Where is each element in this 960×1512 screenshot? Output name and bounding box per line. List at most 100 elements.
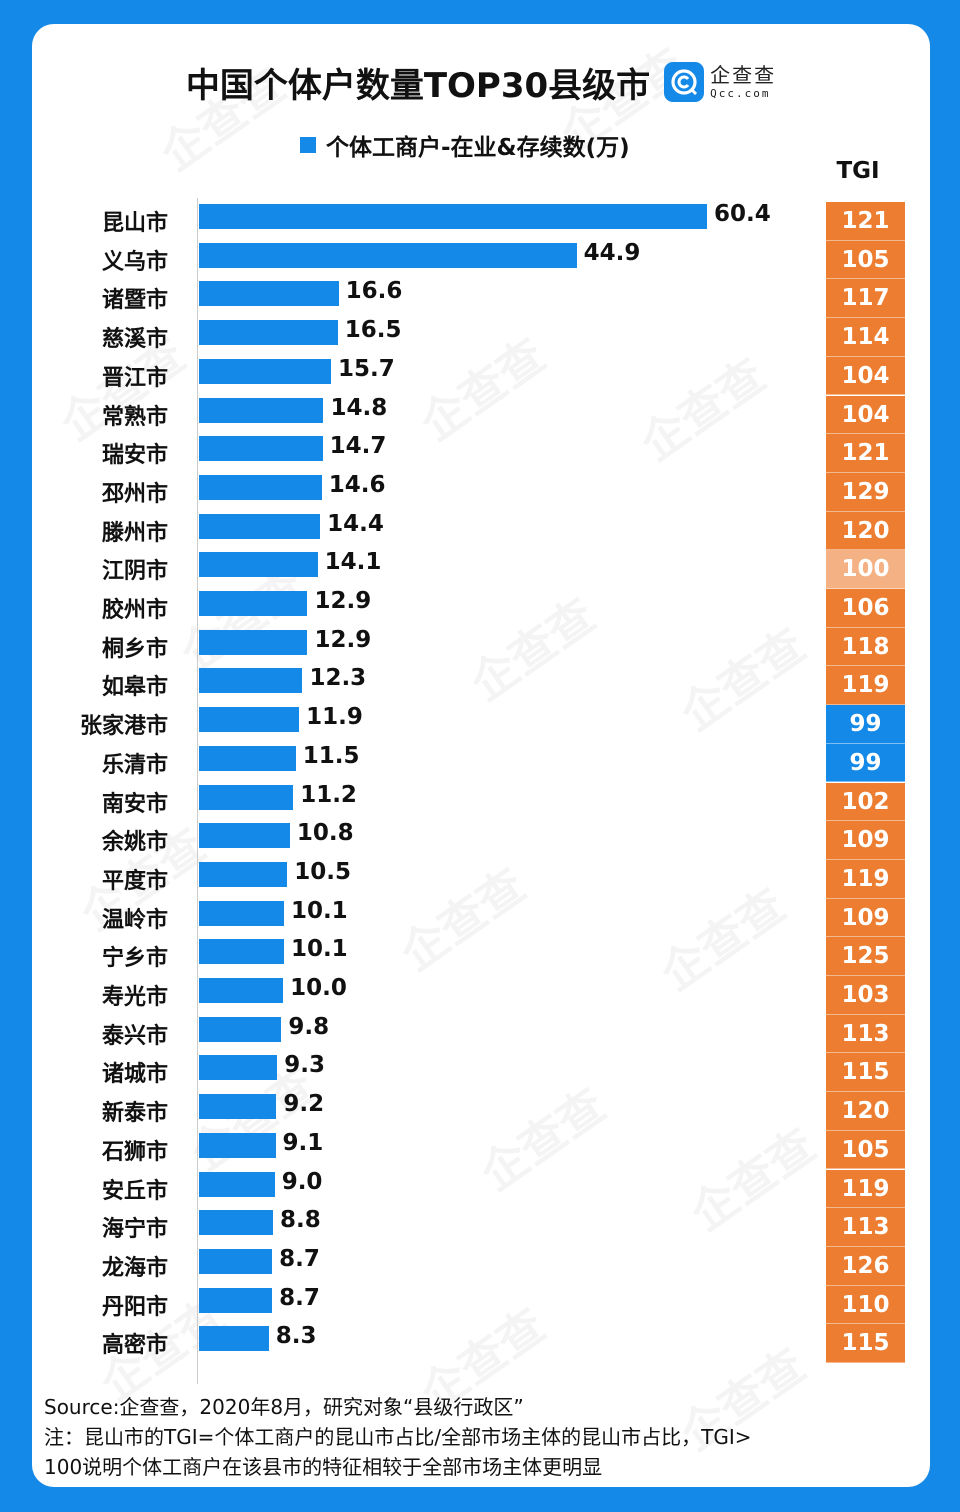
tgi-cell: 99 (826, 705, 905, 744)
bar-row: 江阴市 14.1 100 (32, 549, 930, 589)
tgi-column-header: TGI (836, 158, 880, 184)
bar-value-label: 12.9 (314, 626, 372, 653)
bar-row: 温岭市 10.1 109 (32, 898, 930, 938)
category-label: 高密市 (101, 1333, 168, 1359)
data-bar (199, 668, 303, 694)
chart-title: 中国个体户数量TOP30县级市 (185, 65, 651, 106)
chart-card: 企查查企查查企查查企查查企查查企查查企查查企查查企查查企查查企查查企查查企查查企… (32, 24, 930, 1487)
bar-row: 义乌市 44.9 105 (32, 240, 930, 280)
y-axis-line (197, 198, 198, 1384)
tgi-cell: 120 (826, 511, 905, 551)
footer: Source:企查查，2020年8月，研究对象“县级行政区” 注：昆山市的TGI… (44, 1392, 751, 1482)
tgi-cell: 104 (826, 356, 905, 396)
bar-row: 丹阳市 8.7 110 (32, 1285, 930, 1325)
bar-value-label: 10.0 (290, 975, 347, 1001)
data-bar (199, 1016, 282, 1042)
category-label: 平度市 (101, 868, 168, 894)
data-bar (199, 436, 323, 462)
bar-value-label: 60.4 (714, 201, 771, 227)
bar-row: 高密市 8.3 115 (32, 1323, 930, 1363)
tgi-cell: 114 (826, 318, 905, 357)
category-label: 安丘市 (101, 1178, 168, 1204)
category-label: 泰兴市 (101, 1023, 168, 1049)
category-label: 邳州市 (101, 481, 168, 507)
tgi-note-line2: 100说明个体工商户在该县市的特征相较于全部市场主体更明显 (44, 1455, 603, 1479)
tgi-cell: 109 (826, 898, 905, 938)
tgi-cell: 106 (826, 589, 905, 628)
category-label: 如皋市 (101, 675, 168, 701)
bar-row: 邳州市 14.6 129 (32, 471, 930, 512)
logo-en-text: Qcc.com (710, 87, 771, 100)
source-note: Source:企查查，2020年8月，研究对象“县级行政区” (44, 1395, 524, 1419)
tgi-cell: 119 (826, 859, 905, 899)
bar-value-label: 14.1 (324, 549, 382, 576)
data-bar (199, 591, 308, 616)
bar-value-label: 12.3 (309, 665, 367, 692)
tgi-cell: 103 (826, 976, 905, 1015)
qcc-logo-icon (664, 62, 705, 102)
bar-value-label: 16.5 (344, 317, 402, 344)
bar-row: 乐清市 11.5 99 (32, 743, 930, 783)
tgi-cell: 115 (826, 1324, 905, 1363)
data-bar (199, 1094, 277, 1120)
category-label: 温岭市 (101, 907, 168, 933)
data-bar (199, 204, 707, 229)
bar-row: 南安市 11.2 102 (32, 782, 930, 822)
tgi-cell: 115 (826, 1053, 905, 1093)
data-bar (199, 1171, 275, 1197)
category-label: 张家港市 (79, 714, 168, 740)
category-label: 诸城市 (101, 1062, 168, 1088)
bar-value-label: 14.7 (329, 433, 387, 460)
bar-row: 张家港市 11.9 99 (32, 704, 930, 744)
tgi-cell: 105 (826, 240, 905, 280)
data-bar (199, 1055, 278, 1081)
tgi-cell: 100 (826, 550, 905, 589)
category-label: 慈溪市 (101, 327, 168, 353)
bar-value-label: 10.5 (294, 858, 352, 885)
category-label: 石狮市 (101, 1139, 168, 1165)
category-label: 余姚市 (101, 830, 168, 856)
bar-row: 海宁市 8.8 113 (32, 1207, 930, 1247)
bar-value-label: 14.4 (327, 510, 384, 537)
bar-row: 平度市 10.5 119 (32, 858, 930, 899)
data-bar (199, 1132, 276, 1158)
category-label: 寿光市 (101, 985, 168, 1010)
tgi-note-line1: 注：昆山市的TGI=个体工商户的昆山市占比/全部市场主体的昆山市占比，TGI> (44, 1425, 752, 1449)
data-bar (199, 1287, 273, 1313)
data-bar (199, 900, 284, 926)
data-bar (199, 707, 300, 733)
bar-value-label: 8.3 (275, 1323, 317, 1350)
data-bar (199, 320, 338, 346)
bar-value-label: 9.1 (282, 1129, 324, 1156)
bar-row: 瑞安市 14.7 121 (32, 433, 930, 473)
data-bar (199, 861, 288, 887)
tgi-cell: 102 (826, 782, 905, 822)
tgi-cell: 121 (826, 202, 905, 241)
legend-label: 个体工商户-在业&存续数(万) (326, 135, 630, 161)
bar-row: 安丘市 9.0 119 (32, 1169, 930, 1209)
bar-row: 宁乡市 10.1 125 (32, 936, 930, 976)
category-label: 诸暨市 (101, 288, 168, 314)
bar-value-label: 10.8 (296, 820, 354, 847)
bar-row: 滕州市 14.4 120 (32, 510, 930, 551)
tgi-cell: 126 (826, 1246, 905, 1286)
bar-row: 新泰市 9.2 120 (32, 1091, 930, 1131)
bar-value-label: 16.6 (345, 278, 403, 305)
bar-row: 常熟市 14.8 104 (32, 394, 930, 435)
data-bar (199, 978, 284, 1003)
bar-row: 如皋市 12.3 119 (32, 665, 930, 706)
data-bar (199, 629, 308, 655)
bar-row: 泰兴市 9.8 113 (32, 1014, 930, 1054)
data-bar (199, 1210, 273, 1236)
bar-row: 胶州市 12.9 106 (32, 588, 930, 628)
tgi-cell: 118 (826, 627, 905, 667)
data-bar (199, 784, 294, 810)
bar-row: 桐乡市 12.9 118 (32, 626, 930, 667)
category-label: 宁乡市 (101, 946, 168, 972)
bar-value-label: 12.9 (314, 588, 372, 614)
data-bar (199, 358, 332, 384)
bar-value-label: 14.6 (328, 471, 386, 498)
bar-row: 昆山市 60.4 121 (32, 201, 930, 241)
bar-value-label: 14.8 (330, 394, 388, 421)
data-bar (199, 745, 296, 771)
